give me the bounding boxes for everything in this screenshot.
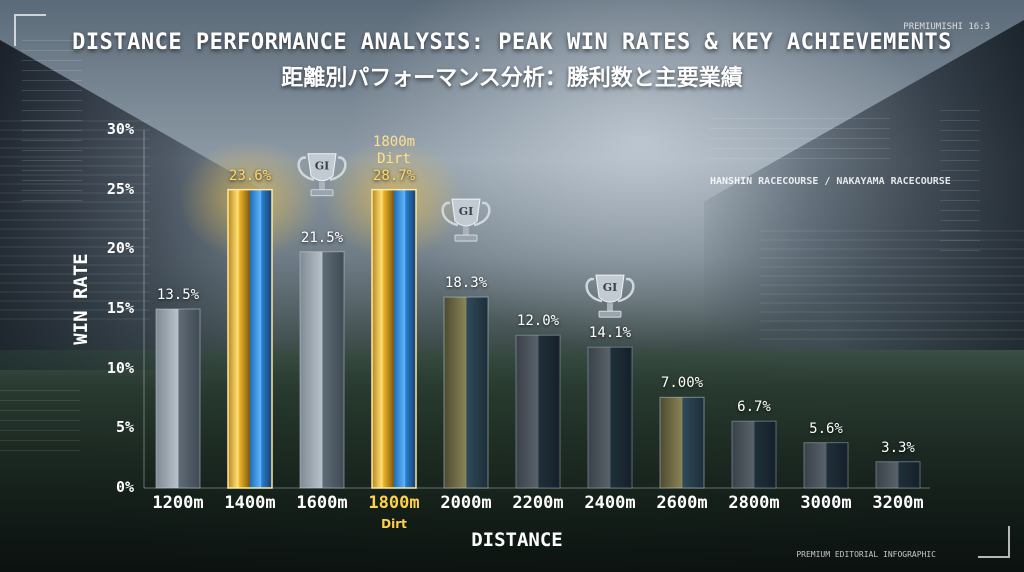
trophy-part <box>585 277 603 303</box>
y-tick-label: 20% <box>106 239 134 258</box>
y-tick-label: 0% <box>115 478 134 496</box>
bar <box>443 296 489 489</box>
trophy-part <box>297 156 315 181</box>
bar-face <box>515 334 561 489</box>
x-tick-label: 2800m <box>728 493 780 513</box>
trophy-part <box>617 277 635 303</box>
decorative-data-lines-left <box>22 40 82 210</box>
trophy-part <box>441 201 459 227</box>
bar-face <box>803 442 849 489</box>
value-label: 12.0% <box>516 313 560 330</box>
title-japanese: 距離別パフォーマンス分析：勝利数と主要業績 <box>281 66 743 91</box>
trophy-part <box>310 189 334 197</box>
bar-gold-face <box>228 189 250 488</box>
x-tick-label: 1200m <box>152 493 204 513</box>
bar <box>731 420 777 489</box>
value-label: 28.7% <box>372 167 416 184</box>
y-tick-label: 10% <box>106 358 134 377</box>
value-label: 18.3% <box>444 275 488 292</box>
trophy-part <box>319 181 325 190</box>
bar-face <box>443 296 489 489</box>
bar <box>227 188 273 489</box>
trophy-part <box>473 201 491 227</box>
trophies-group: GI GI GI <box>297 153 635 318</box>
bottom-right-tag: PREMIUM EDITORIAL INFOGRAPHIC <box>796 550 936 559</box>
trophy-part <box>329 156 347 181</box>
x-tick-label: 2400m <box>584 493 636 513</box>
trophy-part <box>595 274 625 303</box>
x-tick-sublabel: Dirt <box>381 517 407 531</box>
right-crowd-rows <box>760 230 1024 340</box>
bar <box>587 346 633 489</box>
left-crowd-rows <box>0 120 150 320</box>
trophy-part <box>307 153 337 182</box>
bar-face <box>659 396 705 489</box>
value-label-prefix: 1800m <box>372 133 416 150</box>
y-tick-label: 25% <box>106 179 134 198</box>
bar-face <box>587 346 633 489</box>
y-tick-label: 30% <box>106 120 134 138</box>
trophy-part <box>454 234 478 242</box>
x-tick-label: 1600m <box>296 493 348 513</box>
y-axis-title: WIN RATE <box>70 253 92 345</box>
bar <box>875 461 921 489</box>
trophy-icon: GI <box>297 153 347 197</box>
bars-group <box>155 188 921 489</box>
top-right-tag: PREMIUMISHI 16:3 <box>903 22 990 32</box>
x-tick-label: 1400m <box>224 493 276 513</box>
bar <box>155 308 201 489</box>
bar-face <box>875 461 921 489</box>
decorative-data-lines-far-right <box>940 110 980 260</box>
x-tick-label: 2600m <box>656 493 708 513</box>
bar-blue-face <box>250 189 272 488</box>
trophy-text: GI <box>459 205 474 218</box>
bar <box>371 188 417 489</box>
value-label: 7.00% <box>660 375 704 392</box>
x-tick-label: 3000m <box>800 493 852 513</box>
decorative-data-lines-bottom-left <box>0 390 80 460</box>
bar-face <box>299 251 345 489</box>
value-label-prefix: Dirt <box>377 150 411 167</box>
value-label: 13.5% <box>156 287 200 303</box>
venue-text: HANSHIN RACECOURSE / NAKAYAMA RACECOURSE <box>710 176 951 187</box>
trophy-icon: GI <box>441 198 491 242</box>
value-label: 23.6% <box>228 167 272 184</box>
value-label: 14.1% <box>588 325 632 342</box>
x-axis-title: DISTANCE <box>471 529 563 551</box>
bar <box>659 396 705 489</box>
x-tick-label: 2200m <box>512 493 564 513</box>
corner-bracket-bottom-right <box>978 526 1010 558</box>
bar <box>299 251 345 489</box>
decorative-data-lines-right <box>710 118 890 168</box>
trophy-part <box>451 198 481 227</box>
bar <box>515 334 561 489</box>
bar-face <box>155 308 201 489</box>
corner-bracket-top-left <box>14 14 46 46</box>
bar-outline <box>227 188 273 489</box>
y-tick-label: 5% <box>115 418 134 437</box>
trophy-text: GI <box>603 281 618 294</box>
bar-gold-face <box>372 189 394 488</box>
y-tick-label: 15% <box>106 299 134 317</box>
trophy-part <box>463 227 469 236</box>
bar-outline <box>371 188 417 489</box>
bar <box>803 442 849 489</box>
trophy-part <box>598 310 622 318</box>
bar-blue-face <box>394 189 416 488</box>
value-label: 3.3% <box>881 439 915 456</box>
value-label: 21.5% <box>300 229 344 246</box>
x-tick-label: 2000m <box>440 493 492 513</box>
trophy-text: GI <box>315 160 330 173</box>
x-tick-label: 3200m <box>872 493 924 513</box>
x-tick-label: 1800m <box>368 493 420 513</box>
trophy-part <box>607 303 613 312</box>
value-label: 5.6% <box>809 420 843 437</box>
value-label: 6.7% <box>737 399 771 416</box>
title-english: DISTANCE PERFORMANCE ANALYSIS: PEAK WIN … <box>72 30 952 55</box>
bar-face <box>731 420 777 489</box>
trophy-icon: GI <box>585 274 635 318</box>
